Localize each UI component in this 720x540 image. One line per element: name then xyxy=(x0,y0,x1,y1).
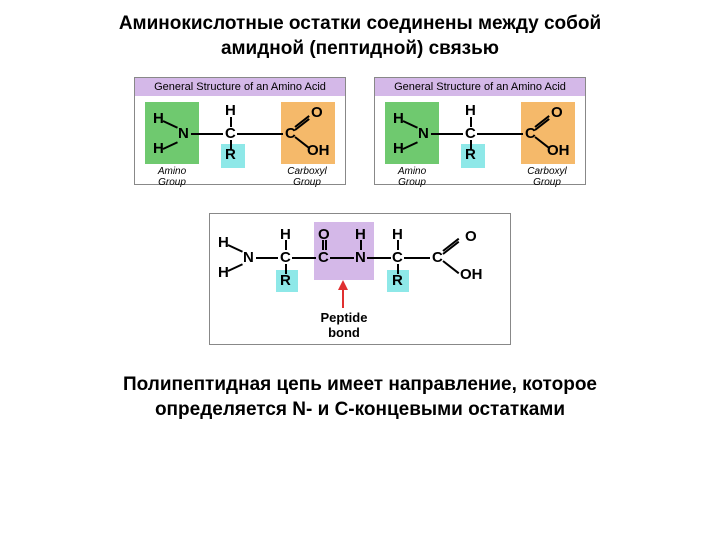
amino-card-right: General Structure of an Amino Acid H H N… xyxy=(374,77,586,185)
amino-label: Amino Group xyxy=(147,166,197,188)
card-header: General Structure of an Amino Acid xyxy=(135,78,345,96)
atom-O: O xyxy=(551,104,563,121)
carboxyl-label: Carboxyl Group xyxy=(519,166,575,188)
atom-OH: OH xyxy=(547,142,570,159)
peptide-body: H H N H C R C O N H H C R C O OH xyxy=(210,214,510,344)
peptide-arrow-line xyxy=(342,288,344,308)
footer-line1: Полипептидная цепь имеет направление, ко… xyxy=(123,374,597,395)
atom-H1: H xyxy=(153,110,164,127)
atom-N: N xyxy=(418,125,429,142)
title-line2: амидной (пептидной) связью xyxy=(221,38,499,59)
footer-line2: определяется N- и C-концевыми остатками xyxy=(155,399,565,420)
peptide-card: H H N H C R C O N H H C R C O OH xyxy=(209,213,511,345)
card-body: H H N H C R C O OH Amino Group Carboxyl … xyxy=(135,96,345,184)
peptide-section: H H N H C R C O N H H C R C O OH xyxy=(0,213,720,345)
amino-cards-row: General Structure of an Amino Acid H H N… xyxy=(0,77,720,185)
title-line1: Аминокислотные остатки соединены между с… xyxy=(119,13,601,34)
carboxyl-label: Carboxyl Group xyxy=(279,166,335,188)
card-body: H H N H C R C O OH Amino Group Carboxyl … xyxy=(375,96,585,184)
card-header: General Structure of an Amino Acid xyxy=(375,78,585,96)
atom-OH: OH xyxy=(307,142,330,159)
atom-O: O xyxy=(311,104,323,121)
atom-N: N xyxy=(178,125,189,142)
footer-text: Полипептидная цепь имеет направление, ко… xyxy=(0,373,720,422)
atom-H1: H xyxy=(393,110,404,127)
amino-card-left: General Structure of an Amino Acid H H N… xyxy=(134,77,346,185)
amino-label: Amino Group xyxy=(387,166,437,188)
main-title: Аминокислотные остатки соединены между с… xyxy=(0,0,720,69)
peptide-bond-label: Peptide bond xyxy=(304,310,384,340)
